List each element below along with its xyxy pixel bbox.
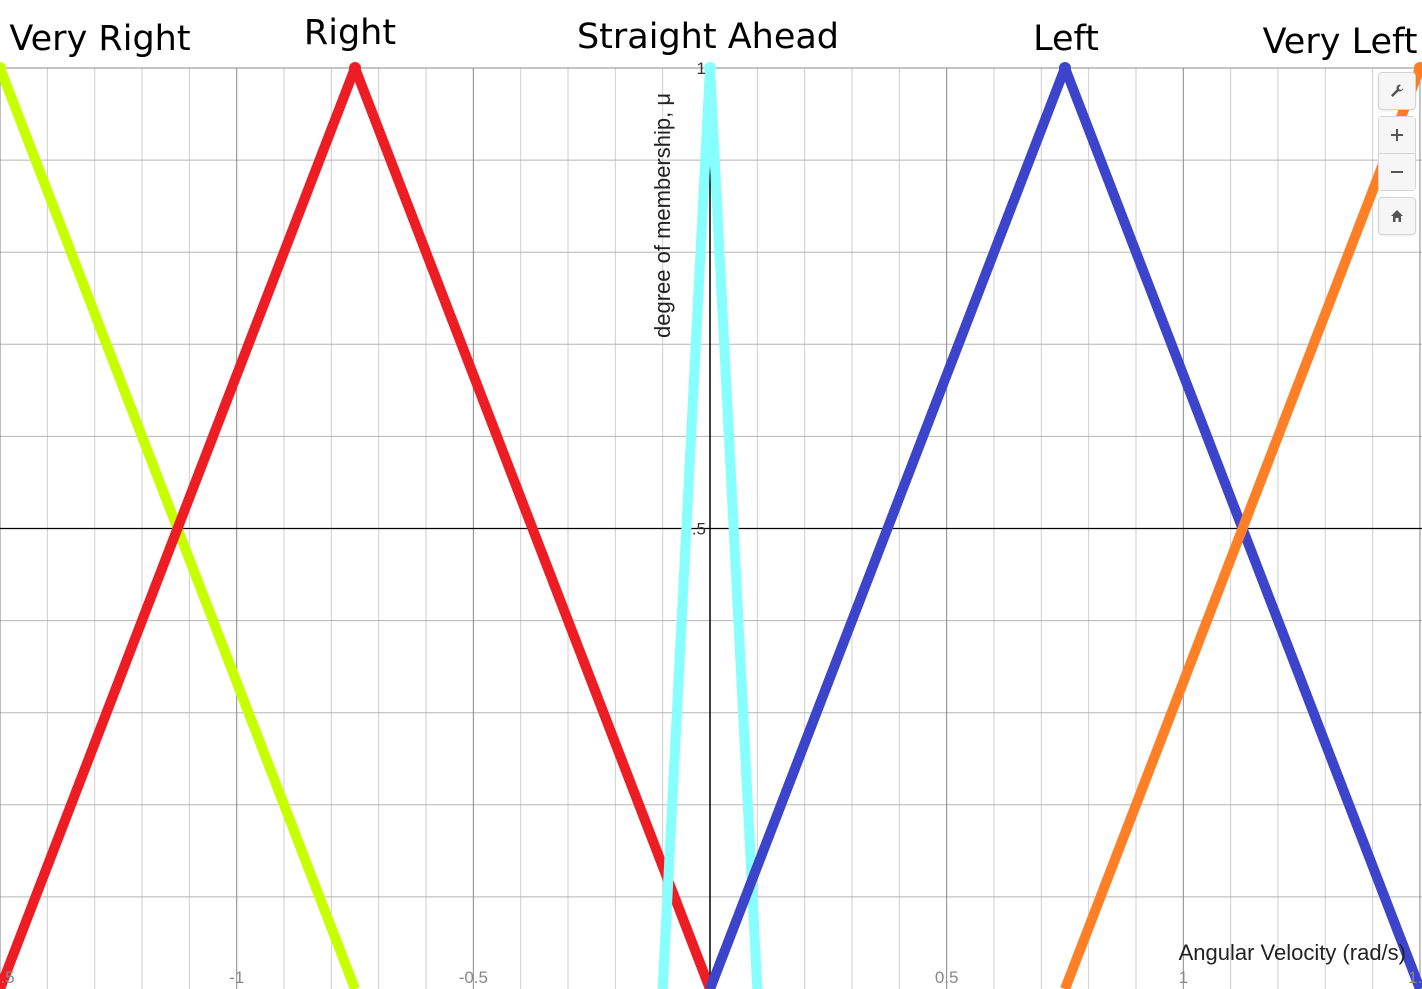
series-lines [0, 62, 1422, 989]
x-tick-label: 1 [1179, 968, 1188, 987]
home-icon[interactable] [1378, 197, 1416, 235]
x-tick-label: -0.5 [459, 968, 488, 987]
label-straight-ahead: Straight Ahead [577, 17, 839, 57]
x-tick-label: 1.5 [1408, 968, 1422, 987]
peak-point [1059, 62, 1071, 74]
y-tick-label: 1 [697, 59, 706, 78]
label-left: Left [1033, 19, 1099, 59]
peak-point [349, 62, 361, 74]
y-tick-label: .5 [692, 520, 706, 539]
minus-icon[interactable] [1379, 153, 1415, 190]
zoom-controls [1378, 116, 1416, 191]
y-axis-title: degree of membership, μ [650, 93, 675, 338]
x-tick-label: -1.5 [0, 968, 15, 987]
label-very-left: Very Left [1263, 22, 1418, 62]
plus-icon[interactable] [1379, 117, 1415, 153]
wrench-icon[interactable] [1378, 72, 1416, 110]
x-tick-label: -1 [229, 968, 244, 987]
x-tick-label: 0.5 [935, 968, 959, 987]
label-very-right: Very Right [9, 19, 190, 59]
label-right: Right [304, 13, 396, 53]
graph-toolbar [1378, 72, 1416, 241]
axes [0, 68, 1422, 989]
tick-labels: -1.5 -1 -0.5 0.5 1 1.5 .5 1 [0, 59, 1422, 987]
x-axis-title: Angular Velocity (rad/s) [1179, 940, 1406, 965]
